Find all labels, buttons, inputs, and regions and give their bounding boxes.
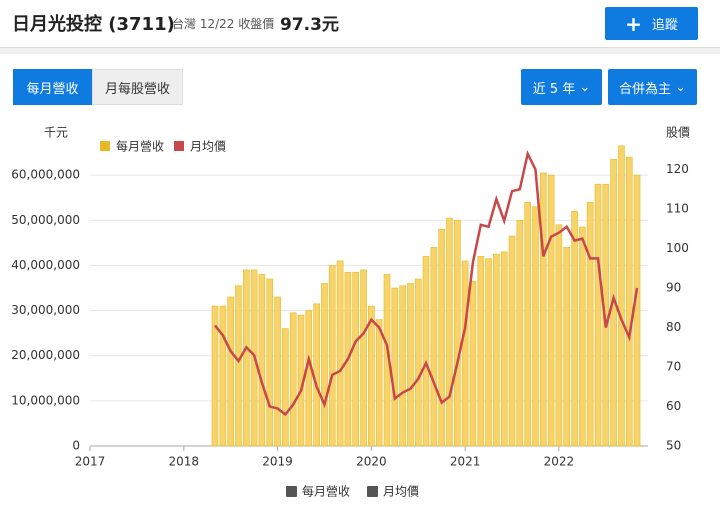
x-tick-label: 2021	[450, 455, 481, 469]
bar	[586, 201, 594, 447]
x-tick-label: 2019	[262, 455, 293, 469]
tab[interactable]: 月每股營收	[92, 69, 183, 105]
bar	[454, 219, 461, 447]
y2-tick-label: 80	[666, 320, 681, 334]
y2-tick-label: 50	[666, 439, 681, 453]
bar	[555, 224, 563, 447]
bar	[571, 210, 578, 447]
y-tick-label: 30,000,000	[11, 303, 80, 317]
legend-swatch	[100, 141, 110, 151]
bar	[305, 310, 313, 447]
bar	[219, 305, 227, 447]
y2-tick-label: 90	[666, 281, 681, 295]
basis-dropdown[interactable]: 合併為主 ⌄	[608, 69, 697, 105]
bar	[375, 319, 383, 447]
bar	[407, 283, 414, 447]
tab[interactable]: 每月營收	[13, 69, 92, 105]
bar	[274, 296, 281, 447]
price: 97.3元	[280, 15, 339, 35]
bar	[328, 265, 336, 447]
legend-label: 每月營收	[116, 139, 164, 154]
bar	[321, 283, 328, 447]
x-tick-label: 2018	[169, 455, 200, 469]
bar	[508, 235, 516, 447]
top-bar: 日月光投控 (3711) 台灣 12/22 收盤價 97.3元 + 追蹤	[0, 0, 720, 48]
bar	[446, 217, 453, 447]
y2-tick-label: 100	[666, 241, 689, 255]
bar	[243, 269, 250, 447]
follow-label: 追蹤	[651, 18, 678, 33]
y2-tick-label: 110	[666, 202, 689, 216]
bar	[430, 247, 438, 447]
dropdown-label: 近 5 年	[532, 81, 576, 97]
legend-checkbox	[286, 486, 297, 497]
bar	[258, 274, 266, 447]
bar	[461, 260, 469, 447]
bar	[422, 256, 430, 447]
market-info: 台灣 12/22 收盤價	[172, 17, 275, 31]
dropdown-label: 合併為主	[618, 81, 671, 97]
bar	[532, 206, 539, 447]
bar	[360, 269, 367, 447]
y2-tick-label: 120	[666, 162, 689, 176]
legend-swatch	[174, 141, 184, 151]
bar	[438, 229, 445, 447]
x-tick-label: 2022	[544, 455, 575, 469]
x-tick-label: 2020	[356, 455, 387, 469]
y2-tick-label: 60	[666, 399, 681, 413]
bar	[524, 201, 531, 447]
legend-toggle-label[interactable]: 月均價	[383, 485, 419, 499]
bar	[500, 251, 508, 447]
bar	[539, 172, 547, 447]
bar	[289, 312, 297, 447]
bar	[391, 287, 399, 447]
bar	[227, 296, 234, 447]
legend-toggle-label[interactable]: 每月營收	[302, 484, 350, 499]
bar	[352, 271, 359, 447]
stock-title: 日月光投控 (3711)	[12, 14, 175, 35]
bar	[493, 253, 500, 447]
bar	[516, 219, 524, 447]
bar	[336, 260, 344, 447]
follow-button[interactable]: + 追蹤	[605, 7, 698, 40]
y-tick-label: 40,000,000	[11, 258, 80, 272]
y-tick-label: 10,000,000	[11, 393, 80, 407]
bar	[211, 305, 219, 447]
bar	[414, 278, 422, 447]
range-dropdown[interactable]: 近 5 年 ⌄	[521, 69, 602, 105]
bar	[477, 256, 485, 447]
bar	[235, 285, 242, 447]
bar	[618, 145, 625, 447]
x-tick-label: 2017	[75, 455, 106, 469]
bar	[399, 285, 406, 447]
bar	[485, 258, 492, 447]
legend-checkbox	[367, 486, 378, 497]
bar	[547, 174, 555, 447]
y-tick-label: 20,000,000	[11, 348, 80, 362]
bar	[594, 183, 602, 447]
y-axis-title: 千元	[44, 126, 68, 140]
y-tick-label: 60,000,000	[11, 168, 80, 182]
y2-axis-title: 股價	[666, 126, 690, 140]
bar	[469, 280, 477, 447]
bar	[633, 174, 641, 447]
bar	[563, 247, 570, 447]
bar	[282, 328, 289, 447]
bar	[625, 156, 633, 447]
y-tick-label: 50,000,000	[11, 213, 80, 227]
y2-tick-label: 70	[666, 360, 681, 374]
bar	[266, 278, 274, 447]
bar	[579, 226, 586, 447]
legend-label: 月均價	[190, 140, 226, 154]
price-line	[214, 149, 639, 417]
bar	[368, 305, 375, 447]
y-tick-label: 0	[72, 439, 80, 453]
